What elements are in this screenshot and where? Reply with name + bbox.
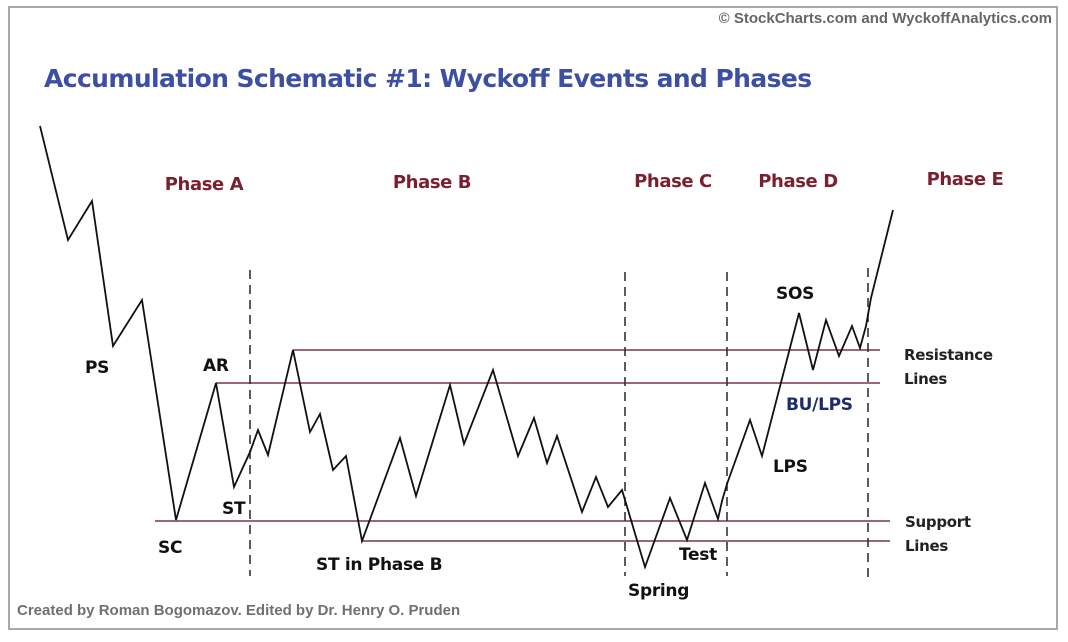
phase-label-c: Phase C: [634, 171, 712, 192]
event-labels: PS AR SC ST ST in Phase B Spring Test LPS BU/LPS…: [85, 284, 853, 601]
phase-label-b: Phase B: [393, 172, 471, 193]
event-label-spring: Spring: [628, 581, 689, 601]
support-resistance-lines: [155, 349, 890, 542]
support-label-line1: Support: [905, 513, 971, 531]
diagram-frame: [8, 6, 1058, 630]
phase-label-e: Phase E: [927, 169, 1004, 190]
event-label-lps: LPS: [773, 457, 808, 477]
price-path: [39, 125, 894, 570]
diagram-title: Accumulation Schematic #1: Wyckoff Event…: [44, 64, 812, 93]
phase-labels: Phase A Phase B Phase C Phase D Phase E: [165, 169, 1004, 195]
event-label-sos: SOS: [776, 284, 814, 304]
phase-dividers: [249, 268, 869, 578]
side-labels: Resistance Lines Support Lines: [904, 346, 993, 555]
event-label-ps: PS: [85, 358, 109, 378]
phase-label-d: Phase D: [758, 171, 837, 192]
event-label-ar: AR: [203, 356, 229, 376]
phase-label-a: Phase A: [165, 174, 244, 195]
resistance-label-line1: Resistance: [904, 346, 993, 364]
event-label-test: Test: [679, 545, 717, 565]
event-label-st-in-phase-b: ST in Phase B: [316, 555, 442, 575]
resistance-label-line2: Lines: [904, 370, 947, 388]
support-label-line2: Lines: [905, 537, 948, 555]
event-label-sc: SC: [158, 538, 182, 558]
copyright-notice: © StockCharts.com and WyckoffAnalytics.c…: [718, 10, 1052, 27]
event-label-st: ST: [222, 499, 246, 519]
credit-line: Created by Roman Bogomazov. Edited by Dr…: [17, 602, 461, 619]
event-label-bu-lps: BU/LPS: [786, 395, 853, 415]
